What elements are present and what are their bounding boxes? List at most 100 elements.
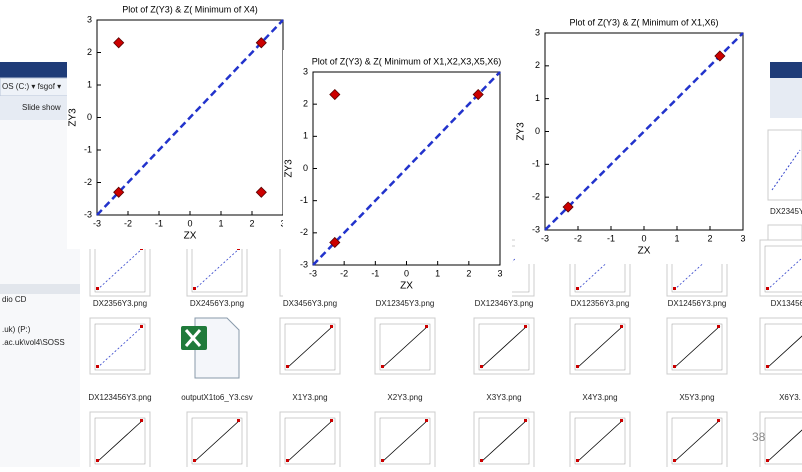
slide: OS (C:) ▾ fsgof ▾ Slide show dio CD .uk)… <box>0 0 802 467</box>
x-tick-label: 3 <box>740 233 745 243</box>
x-tick-label: -3 <box>93 218 101 228</box>
sidebar-item[interactable]: dio CD <box>2 295 27 304</box>
x-tick-label: -2 <box>340 268 348 278</box>
x-tick-label: 2 <box>466 268 471 278</box>
x-tick-label: 0 <box>404 268 409 278</box>
y-tick-label: -2 <box>532 192 540 202</box>
page-number: 38 <box>752 430 766 444</box>
thumbnail-point <box>425 419 428 422</box>
file-name[interactable]: X3Y3.png <box>486 393 521 402</box>
y-tick-label: 2 <box>303 99 308 109</box>
file-name[interactable]: DX12345Y3.png <box>376 299 435 308</box>
file-name[interactable]: DX123456Y3.png <box>88 393 151 402</box>
chart-title: Plot of Z(Y3) & Z( Minimum of X4) <box>122 4 258 14</box>
file-name[interactable]: X5Y3.png <box>679 393 714 402</box>
x-tick-label: -2 <box>124 218 132 228</box>
thumbnail-point <box>193 459 196 462</box>
file-name[interactable]: X6Y3. <box>779 393 801 402</box>
x-tick-label: -3 <box>309 268 317 278</box>
x-tick-label: 2 <box>707 233 712 243</box>
sidebar-item[interactable]: .uk) (P:) <box>2 325 31 334</box>
file-name[interactable]: X1Y3.png <box>292 393 327 402</box>
title-bar <box>770 62 802 78</box>
x-tick-label: 3 <box>497 268 502 278</box>
file-name[interactable]: X2Y3.png <box>387 393 422 402</box>
thumbnail-point <box>96 459 99 462</box>
thumbnail-point <box>193 287 196 290</box>
y-tick-label: -2 <box>84 177 92 187</box>
file-name[interactable]: outputX1to6_Y3.csv <box>181 393 253 402</box>
y-tick-label: 0 <box>303 163 308 173</box>
thumbnail-point <box>576 365 579 368</box>
thumbnail[interactable] <box>760 412 802 467</box>
x-tick-label: -3 <box>541 233 549 243</box>
thumbnail-point <box>524 325 527 328</box>
address-path[interactable]: OS (C:) ▾ fsgof ▾ <box>2 82 61 91</box>
y-tick-label: -3 <box>532 224 540 234</box>
y-tick-label: 3 <box>87 14 92 24</box>
x-tick-label: -1 <box>607 233 615 243</box>
y-axis-label: ZY3 <box>284 159 295 178</box>
y-tick-label: 1 <box>303 131 308 141</box>
x-tick-label: -1 <box>155 218 163 228</box>
thumbnail-point <box>96 365 99 368</box>
thumbnail-point <box>717 325 720 328</box>
thumbnail[interactable] <box>768 130 802 200</box>
x-tick-label: 0 <box>641 233 646 243</box>
file-name[interactable]: DX2345Y <box>770 207 802 216</box>
y-tick-label: -3 <box>300 259 308 269</box>
thumbnail-point <box>524 419 527 422</box>
file-name[interactable]: DX12356Y3.png <box>571 299 630 308</box>
file-name[interactable]: DX12456Y3.png <box>668 299 727 308</box>
y-tick-label: 3 <box>535 27 540 37</box>
y-tick-label: -1 <box>300 195 308 205</box>
x-axis-label: ZX <box>638 246 651 257</box>
file-name[interactable]: DX12346Y3.png <box>475 299 534 308</box>
x-tick-label: -2 <box>574 233 582 243</box>
thumbnail-point <box>286 459 289 462</box>
x-axis-label: ZX <box>400 281 413 292</box>
x-tick-label: -1 <box>371 268 379 278</box>
y-tick-label: 1 <box>535 93 540 103</box>
y-tick-label: -3 <box>84 209 92 219</box>
file-name[interactable]: DX2456Y3.png <box>190 299 244 308</box>
file-name[interactable]: DX2356Y3.png <box>93 299 147 308</box>
y-tick-label: 0 <box>87 112 92 122</box>
y-tick-label: 0 <box>535 126 540 136</box>
y-tick-label: -1 <box>532 159 540 169</box>
thumbnail-point <box>381 459 384 462</box>
thumbnail-point <box>96 287 99 290</box>
thumbnail-point <box>140 325 143 328</box>
y-tick-label: 3 <box>303 66 308 76</box>
thumbnail-point <box>330 419 333 422</box>
thumbnail-point <box>425 325 428 328</box>
x-tick-label: 1 <box>218 218 223 228</box>
thumbnail-point <box>766 365 769 368</box>
thumbnail-point <box>673 365 676 368</box>
x-tick-label: 0 <box>187 218 192 228</box>
chart-background <box>515 11 755 264</box>
thumbnail-point <box>381 365 384 368</box>
file-name[interactable]: DX13456Y <box>771 299 802 308</box>
chart-title: Plot of Z(Y3) & Z( Minimum of X1,X6) <box>569 17 718 27</box>
thumbnail-point <box>576 287 579 290</box>
thumbnail-point <box>673 287 676 290</box>
y-tick-label: 2 <box>535 60 540 70</box>
slide-show-button[interactable]: Slide show <box>22 103 61 112</box>
sidebar-divider <box>0 284 80 294</box>
y-tick-label: 2 <box>87 47 92 57</box>
toolbar <box>770 78 802 118</box>
y-axis-label: ZY3 <box>516 122 527 141</box>
y-tick-label: 1 <box>87 79 92 89</box>
thumbnail-point <box>620 325 623 328</box>
y-tick-label: -2 <box>300 227 308 237</box>
thumbnail-point <box>237 419 240 422</box>
thumbnail-point <box>330 325 333 328</box>
file-name[interactable]: DX3456Y3.png <box>283 299 337 308</box>
thumbnail-point <box>620 419 623 422</box>
thumbnail-point <box>766 459 769 462</box>
thumbnail-point <box>480 459 483 462</box>
sidebar-item[interactable]: .ac.uk\vol4\SOSS <box>2 338 65 347</box>
thumbnail-point <box>140 419 143 422</box>
file-name[interactable]: X4Y3.png <box>582 393 617 402</box>
